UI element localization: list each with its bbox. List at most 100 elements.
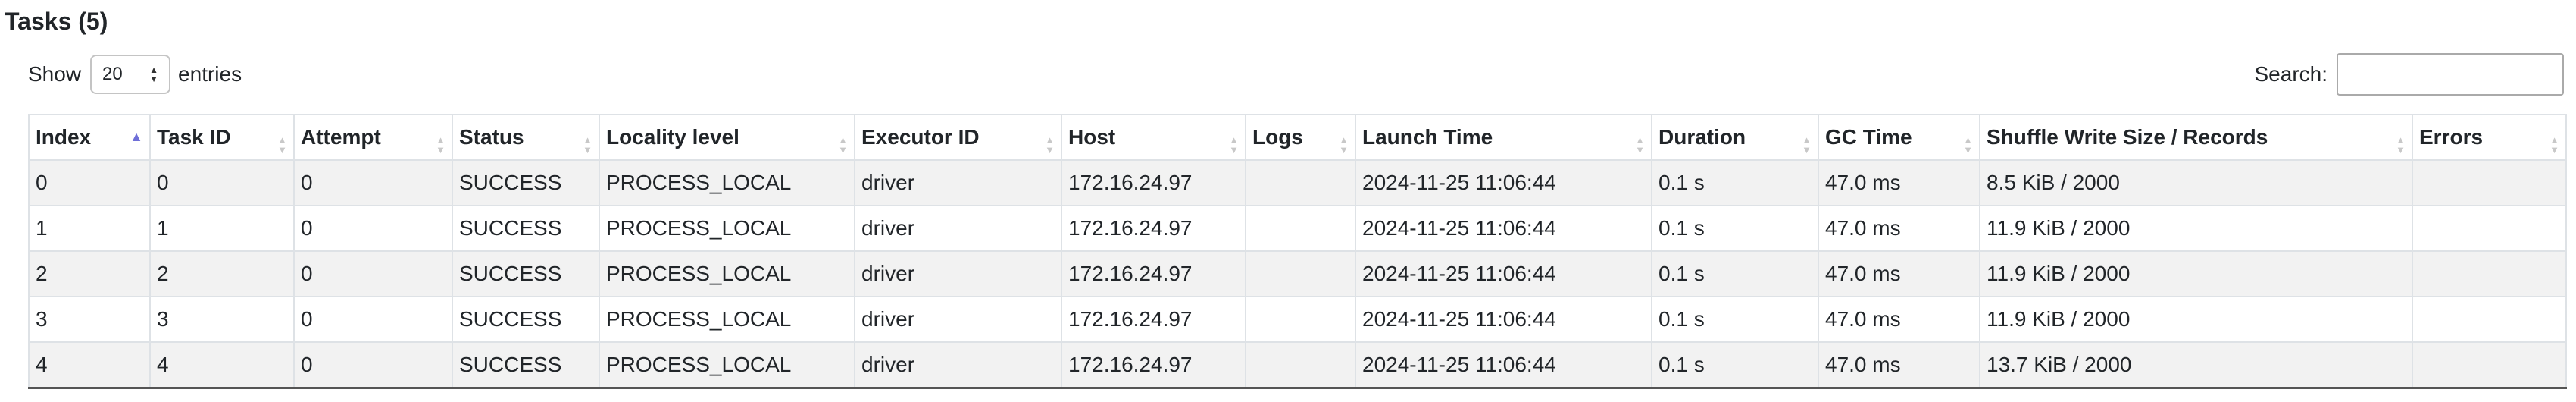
cell-attempt: 0 [293,159,453,206]
column-header-label: Attempt [301,125,381,149]
table-body: 0 0 0 SUCCESS PROCESS_LOCAL driver 172.16.24.9… [28,159,2567,389]
cell-launch-time: 2024-11-25 11:06:44 [1355,250,1652,297]
table-row[interactable]: 3 3 0 SUCCESS PROCESS_LOCAL driver 172.16.24.9… [28,296,2567,343]
column-header-status[interactable]: Status ▲ ▼ [452,114,600,161]
column-header-gc-time[interactable]: GC Time ▲ ▼ [1818,114,1980,161]
cell-task-id: 3 [149,296,295,343]
sort-both-icon: ▲ ▼ [2396,134,2406,155]
column-header-launch-time[interactable]: Launch Time ▲ ▼ [1355,114,1652,161]
cell-errors [2412,250,2567,297]
cell-gc-time: 47.0 ms [1818,205,1980,252]
sort-both-icon: ▲ ▼ [436,134,445,155]
cell-logs [1245,159,1356,206]
cell-task-id: 2 [149,250,295,297]
sort-both-icon: ▲ ▼ [838,134,848,155]
sort-both-icon: ▲ ▼ [1229,134,1239,155]
cell-task-id: 1 [149,205,295,252]
cell-launch-time: 2024-11-25 11:06:44 [1355,341,1652,389]
column-header-duration[interactable]: Duration ▲ ▼ [1651,114,1819,161]
entries-label: entries [178,62,242,86]
column-header-logs[interactable]: Logs ▲ ▼ [1245,114,1356,161]
select-arrows-icon: ▲ ▼ [149,64,159,84]
cell-status: SUCCESS [452,250,600,297]
cell-attempt: 0 [293,296,453,343]
cell-index: 0 [28,159,151,206]
cell-duration: 0.1 s [1651,159,1819,206]
length-control: Show 20 ▲ ▼ entries [28,53,242,96]
cell-launch-time: 2024-11-25 11:06:44 [1355,205,1652,252]
cell-host: 172.16.24.97 [1061,341,1246,389]
cell-index: 2 [28,250,151,297]
cell-host: 172.16.24.97 [1061,205,1246,252]
cell-index: 4 [28,341,151,389]
column-header-label: Locality level [606,125,739,149]
cell-gc-time: 47.0 ms [1818,250,1980,297]
column-header-label: Errors [2419,125,2484,149]
sort-both-icon: ▲ ▼ [583,134,592,155]
column-header-attempt[interactable]: Attempt ▲ ▼ [293,114,453,161]
cell-shuffle-write-size-records: 11.9 KiB / 2000 [1979,205,2413,252]
tasks-table: Index ▲ Task ID ▲ ▼ Attempt ▲ ▼ Status ▲ ▼ Locality… [28,114,2567,389]
column-header-label: Logs [1252,125,1303,149]
cell-status: SUCCESS [452,205,600,252]
cell-logs [1245,250,1356,297]
cell-duration: 0.1 s [1651,341,1819,389]
cell-executor-id: driver [854,341,1062,389]
cell-host: 172.16.24.97 [1061,159,1246,206]
sort-both-icon: ▲ ▼ [277,134,287,155]
table-row[interactable]: 4 4 0 SUCCESS PROCESS_LOCAL driver 172.16.24.9… [28,341,2567,389]
table-row[interactable]: 2 2 0 SUCCESS PROCESS_LOCAL driver 172.16.24.9… [28,250,2567,297]
cell-status: SUCCESS [452,159,600,206]
cell-locality-level: PROCESS_LOCAL [599,250,855,297]
cell-status: SUCCESS [452,296,600,343]
cell-attempt: 0 [293,341,453,389]
cell-logs [1245,205,1356,252]
cell-index: 1 [28,205,151,252]
cell-gc-time: 47.0 ms [1818,341,1980,389]
sort-both-icon: ▲ ▼ [1963,134,1973,155]
search-label: Search: [2254,62,2328,86]
sort-ascending-icon: ▲ [130,129,143,144]
cell-executor-id: driver [854,250,1062,297]
column-header-index[interactable]: Index ▲ [28,114,151,161]
sort-both-icon: ▲ ▼ [1802,134,1812,155]
entries-select[interactable]: 20 ▲ ▼ [90,55,171,94]
cell-index: 3 [28,296,151,343]
column-header-shuffle-write-size-records[interactable]: Shuffle Write Size / Records ▲ ▼ [1979,114,2413,161]
cell-host: 172.16.24.97 [1061,250,1246,297]
cell-locality-level: PROCESS_LOCAL [599,341,855,389]
column-header-locality-level[interactable]: Locality level ▲ ▼ [599,114,855,161]
cell-shuffle-write-size-records: 11.9 KiB / 2000 [1979,250,2413,297]
sort-both-icon: ▲ ▼ [1339,134,1349,155]
cell-shuffle-write-size-records: 11.9 KiB / 2000 [1979,296,2413,343]
column-header-host[interactable]: Host ▲ ▼ [1061,114,1246,161]
cell-locality-level: PROCESS_LOCAL [599,159,855,206]
cell-errors [2412,159,2567,206]
cell-executor-id: driver [854,159,1062,206]
column-header-label: Index [36,125,92,149]
column-header-errors[interactable]: Errors ▲ ▼ [2412,114,2567,161]
cell-executor-id: driver [854,296,1062,343]
column-header-label: GC Time [1825,125,1912,149]
sort-both-icon: ▲ ▼ [1045,134,1055,155]
cell-logs [1245,296,1356,343]
show-label: Show [28,62,82,86]
cell-gc-time: 47.0 ms [1818,159,1980,206]
table-row[interactable]: 0 0 0 SUCCESS PROCESS_LOCAL driver 172.16.24.9… [28,159,2567,206]
column-header-label: Duration [1658,125,1746,149]
cell-host: 172.16.24.97 [1061,296,1246,343]
table-row[interactable]: 1 1 0 SUCCESS PROCESS_LOCAL driver 172.16.24.9… [28,205,2567,252]
column-header-label: Status [459,125,524,149]
cell-attempt: 0 [293,205,453,252]
column-header-executor-id[interactable]: Executor ID ▲ ▼ [854,114,1062,161]
cell-shuffle-write-size-records: 8.5 KiB / 2000 [1979,159,2413,206]
column-header-label: Task ID [157,125,231,149]
column-header-task-id[interactable]: Task ID ▲ ▼ [149,114,295,161]
column-header-label: Executor ID [861,125,980,149]
search-input[interactable] [2337,53,2564,96]
cell-errors [2412,341,2567,389]
cell-gc-time: 47.0 ms [1818,296,1980,343]
cell-duration: 0.1 s [1651,205,1819,252]
cell-status: SUCCESS [452,341,600,389]
